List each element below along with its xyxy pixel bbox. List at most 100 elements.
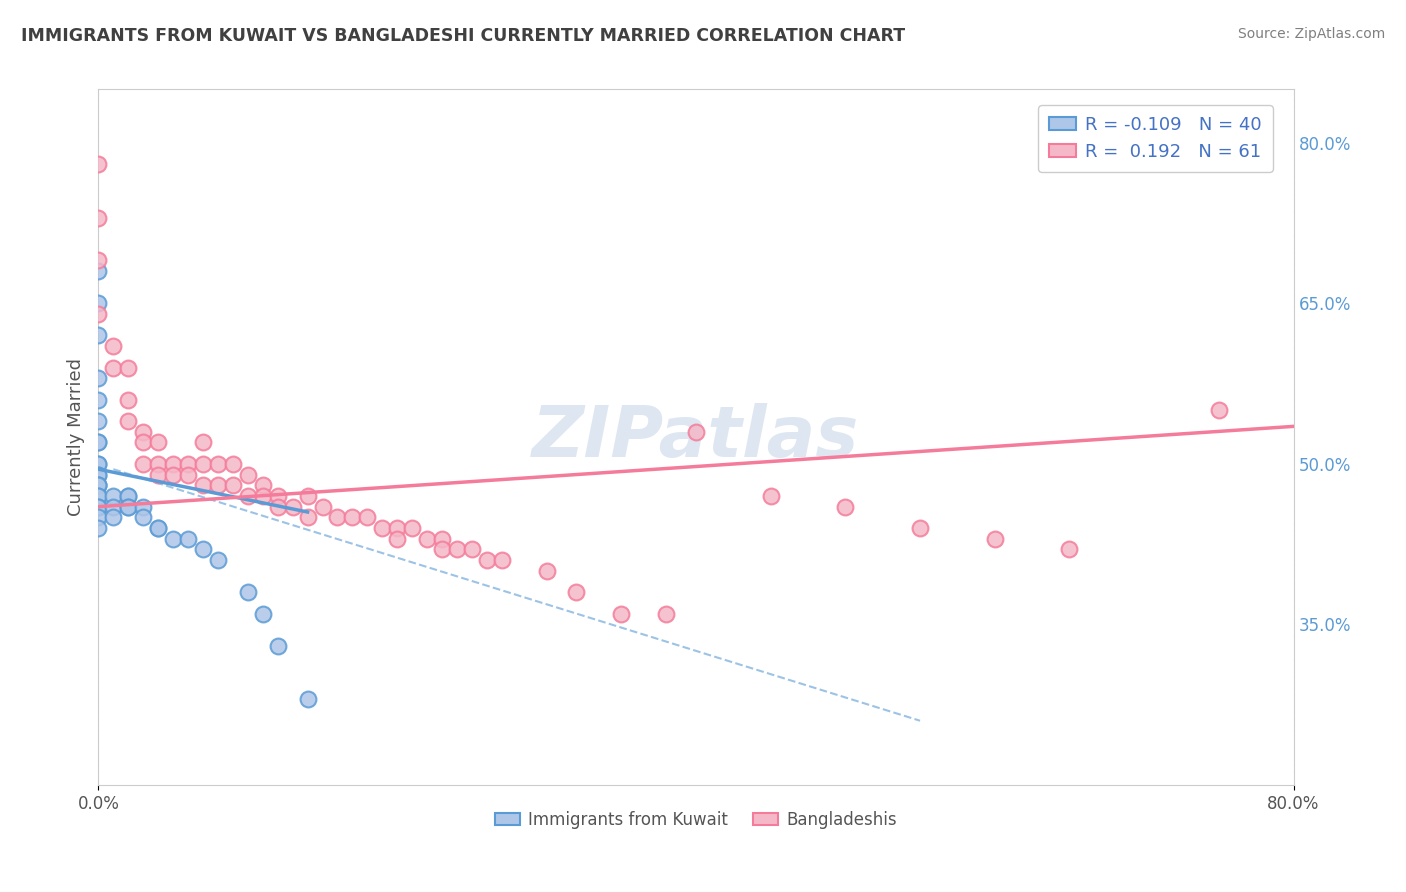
Point [252,478,274,492]
Point [191,478,214,492]
Point [87,211,110,225]
Point [117,500,139,514]
Point [87,457,110,471]
Point [87,253,110,268]
Point [148,467,170,482]
Point [236,489,259,503]
Point [87,457,110,471]
Point [148,521,170,535]
Point [103,510,125,524]
Point [491,553,513,567]
Point [565,585,588,599]
Point [207,457,229,471]
Point [297,510,319,524]
Point [759,489,782,503]
Point [222,457,245,471]
Point [117,489,139,503]
Point [236,467,259,482]
Point [87,500,110,514]
Point [87,264,110,278]
Point [87,307,110,321]
Point [177,467,200,482]
Point [267,639,290,653]
Point [117,360,139,375]
Y-axis label: Currently Married: Currently Married [66,358,84,516]
Point [87,478,110,492]
Point [87,435,110,450]
Point [385,521,409,535]
Point [103,489,125,503]
Point [117,414,139,428]
Point [191,457,214,471]
Point [132,457,155,471]
Point [207,478,229,492]
Point [148,521,170,535]
Point [475,553,498,567]
Point [311,500,333,514]
Point [87,296,110,310]
Point [342,510,364,524]
Point [430,542,453,557]
Text: ZIPatlas: ZIPatlas [533,402,859,472]
Point [297,489,319,503]
Point [132,510,155,524]
Point [267,500,290,514]
Text: Source: ZipAtlas.com: Source: ZipAtlas.com [1237,27,1385,41]
Point [177,532,200,546]
Point [132,425,155,439]
Point [87,478,110,492]
Point [252,607,274,621]
Point [267,489,290,503]
Point [984,532,1007,546]
Point [416,532,439,546]
Text: IMMIGRANTS FROM KUWAIT VS BANGLADESHI CURRENTLY MARRIED CORRELATION CHART: IMMIGRANTS FROM KUWAIT VS BANGLADESHI CU… [21,27,905,45]
Point [117,500,139,514]
Point [103,360,125,375]
Point [87,478,110,492]
Point [536,564,558,578]
Point [610,607,633,621]
Point [326,510,349,524]
Point [87,467,110,482]
Point [87,510,110,524]
Point [148,435,170,450]
Point [655,607,678,621]
Point [132,435,155,450]
Point [281,500,304,514]
Point [252,489,274,503]
Point [87,414,110,428]
Point [87,328,110,343]
Point [162,467,184,482]
Point [356,510,378,524]
Point [177,457,200,471]
Point [87,392,110,407]
Point [87,489,110,503]
Point [87,435,110,450]
Point [162,457,184,471]
Point [1208,403,1230,417]
Point [87,157,110,171]
Point [297,692,319,706]
Point [430,532,453,546]
Point [148,457,170,471]
Point [222,478,245,492]
Point [87,521,110,535]
Point [207,553,229,567]
Point [132,500,155,514]
Point [162,532,184,546]
Point [87,500,110,514]
Point [87,489,110,503]
Point [401,521,423,535]
Point [685,425,707,439]
Point [191,435,214,450]
Point [117,392,139,407]
Point [834,500,856,514]
Point [87,467,110,482]
Point [117,489,139,503]
Point [87,371,110,385]
Point [908,521,931,535]
Point [191,542,214,557]
Point [1059,542,1081,557]
Point [371,521,394,535]
Point [446,542,468,557]
